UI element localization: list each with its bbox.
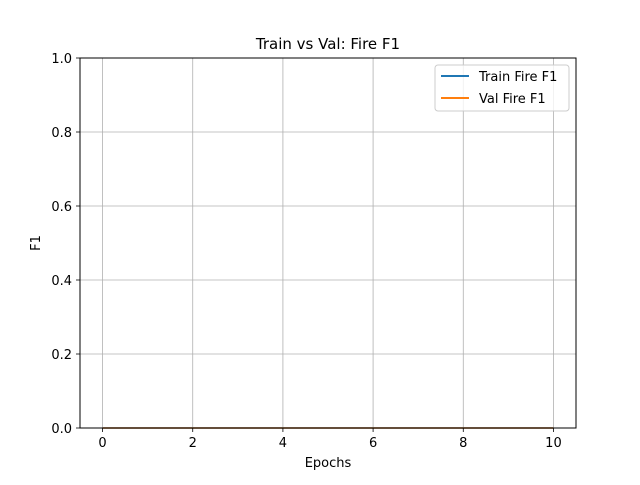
grid-lines [80,57,576,429]
legend: Train Fire F1 Val Fire F1 [434,64,570,112]
y-tick-label: 1.0 [51,52,72,67]
x-tick-label: 2 [189,436,197,451]
x-tick-label: 6 [369,436,377,451]
legend-label-train: Train Fire F1 [478,70,557,85]
plot-frame [79,57,577,429]
x-tick-label: 10 [545,436,562,451]
x-tick-label: 0 [98,436,106,451]
y-tick-label: 0.6 [51,200,72,215]
y-tick-label: 0.4 [51,274,72,289]
x-axis-label: Epochs [305,456,352,471]
legend-label-val: Val Fire F1 [479,92,546,107]
chart-title: Train vs Val: Fire F1 [255,35,400,53]
y-tick-label: 0.8 [51,126,72,141]
y-axis-label: F1 [29,235,44,251]
y-tick-label: 0.2 [51,348,72,363]
axis-ticks: 0 2 4 6 8 10 0.0 0.2 0.4 0.6 0.8 1.0 [51,52,561,451]
x-tick-label: 8 [459,436,467,451]
x-tick-label: 4 [279,436,287,451]
y-tick-label: 0.0 [51,422,72,437]
